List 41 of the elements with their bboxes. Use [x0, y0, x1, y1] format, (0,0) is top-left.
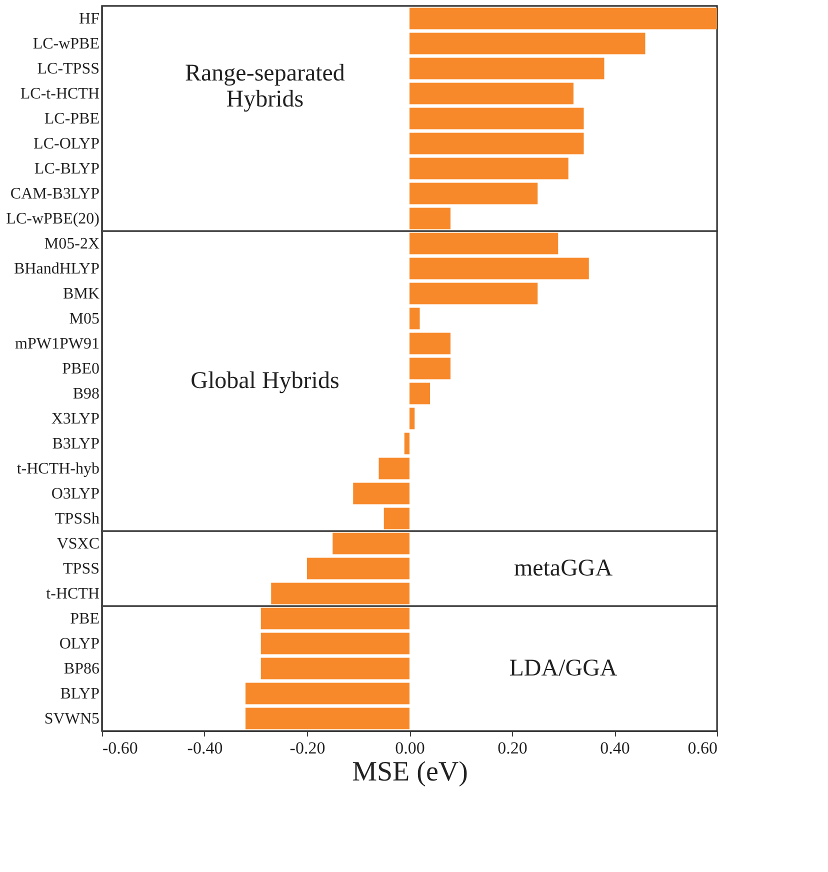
- y-tick-label: LC-t-HCTH: [20, 86, 100, 102]
- y-tick-label: B98: [72, 386, 100, 402]
- y-tick-label: TPSSh: [55, 510, 100, 528]
- band-label: Range-separated Hybrids: [185, 60, 345, 112]
- band-label: Global Hybrids: [190, 368, 340, 394]
- y-tick-label: O3LYP: [51, 486, 100, 502]
- y-tick-label: TPSS: [63, 560, 100, 578]
- x-tick-label: 0.40: [600, 738, 630, 758]
- x-tick-label: 0.20: [498, 738, 528, 758]
- y-tick-label: SVWN5: [44, 710, 100, 728]
- x-tick-label: 0.60: [688, 738, 718, 758]
- x-tick-label: -0.40: [187, 738, 223, 758]
- y-tick-label: PBE0: [62, 360, 100, 378]
- y-tick-label: BHandHLYP: [14, 260, 100, 278]
- y-tick-label: HF: [79, 10, 100, 28]
- x-tick-label: -0.60: [102, 738, 138, 758]
- y-tick-label: mPW1PW91: [15, 336, 100, 352]
- y-tick-label: LC-BLYP: [34, 160, 100, 178]
- y-tick-label: M05-2X: [44, 236, 100, 252]
- y-tick-label: CAM-B3LYP: [10, 186, 100, 202]
- y-tick-label: LC-TPSS: [37, 60, 100, 78]
- y-tick-label: M05: [69, 310, 100, 328]
- y-tick-label: LC-wPBE(20): [6, 210, 100, 228]
- y-tick-label: LC-PBE: [44, 110, 100, 128]
- y-tick-label: LC-OLYP: [34, 136, 100, 152]
- x-axis-title: MSE (eV): [352, 756, 468, 788]
- y-tick-label: BLYP: [60, 686, 100, 702]
- x-tick-label: 0.00: [395, 738, 425, 758]
- y-tick-label: PBE: [70, 610, 100, 628]
- y-tick-label: BP86: [64, 660, 100, 678]
- y-tick-label: B3LYP: [52, 436, 100, 452]
- y-tick-label: t-HCTH-hyb: [16, 460, 100, 478]
- band-label: metaGGA: [514, 556, 614, 582]
- y-tick-label: BMK: [63, 286, 100, 302]
- y-tick-label: X3LYP: [51, 410, 100, 428]
- y-tick-label: LC-wPBE: [32, 36, 100, 52]
- y-tick-label: VSXC: [56, 536, 100, 552]
- y-tick-label: OLYP: [59, 636, 100, 652]
- band-label: LDA/GGA: [509, 656, 618, 682]
- y-tick-label: t-HCTH: [46, 586, 100, 602]
- x-tick-label: -0.20: [290, 738, 326, 758]
